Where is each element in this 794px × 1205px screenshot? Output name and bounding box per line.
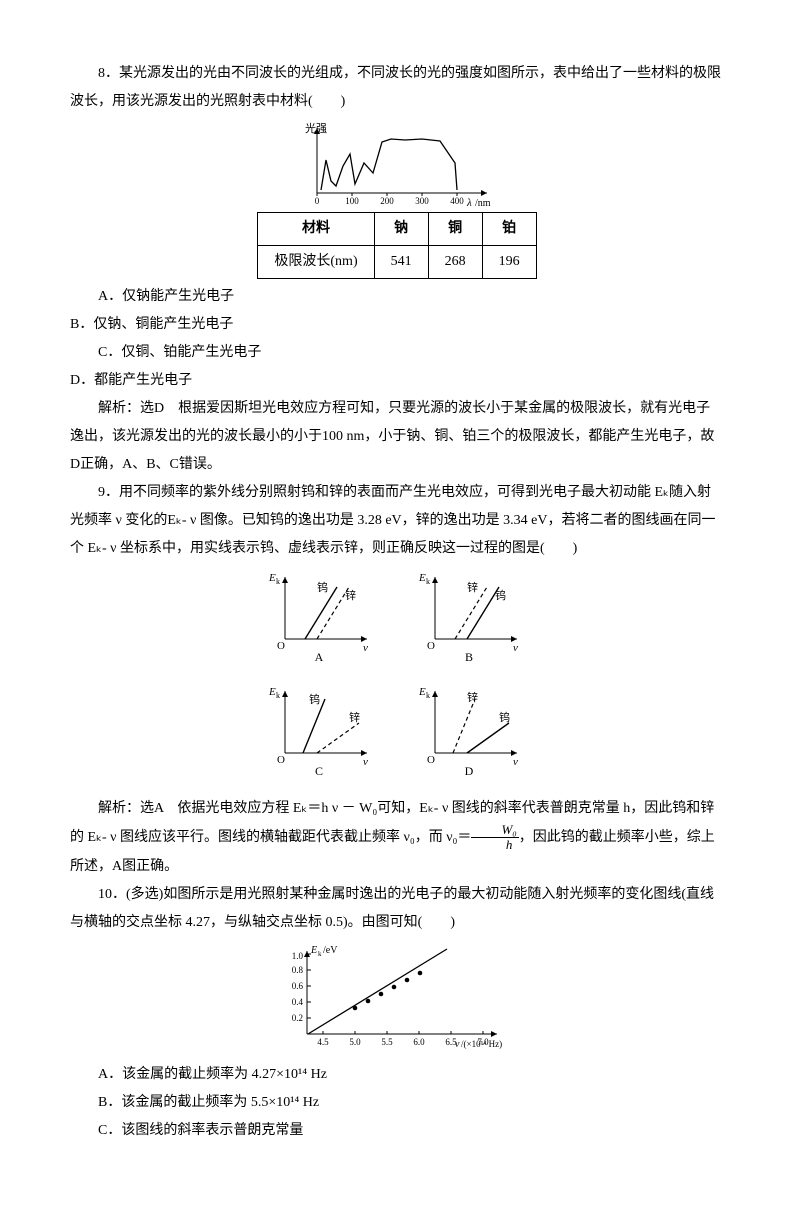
q9-graphA: Ek ν O 钨 锌 A [267, 567, 377, 666]
svg-text:O: O [277, 640, 285, 652]
svg-text:钨: 钨 [309, 693, 320, 706]
q10-chart: Ek/eV ν/(×10¹⁴ Hz) 0.2 0.4 0.6 0.8 1.0 4… [70, 939, 724, 1059]
svg-text:0.4: 0.4 [292, 997, 304, 1007]
svg-text:0.6: 0.6 [292, 981, 304, 991]
svg-text:0.8: 0.8 [292, 965, 304, 975]
svg-text:D: D [464, 764, 473, 778]
q8-opts-ab: A．仅钠能产生光电子B．仅钠、铜能产生光电子 [70, 283, 724, 339]
svg-text:锌: 锌 [345, 588, 356, 602]
svg-text:C: C [315, 764, 323, 778]
q8-stem: 8．某光源发出的光由不同波长的光组成，不同波长的光的强度如图所示，表中给出了一些… [70, 60, 724, 116]
svg-text:O: O [427, 754, 435, 766]
q8-spectrum: 光强 λ/nm 0 100 200 300 400 [70, 118, 724, 208]
svg-text:O: O [277, 754, 285, 766]
svg-text:5.0: 5.0 [349, 1037, 361, 1047]
svg-text:100: 100 [345, 196, 359, 206]
svg-text:400: 400 [450, 196, 464, 206]
q8-exp: 解析：选D 根据爱因斯坦光电效应方程可知，只要光源的波长小于某金属的极限波长，就… [70, 395, 724, 479]
svg-text:k: k [318, 950, 322, 958]
svg-text:E: E [268, 572, 276, 584]
q8-optB: B．仅钠、铜能产生光电子 [70, 311, 384, 339]
svg-text:300: 300 [415, 196, 429, 206]
svg-text:锌: 锌 [349, 710, 360, 724]
q9-graphC: Ek ν O 钨 锌 C [267, 681, 377, 780]
svg-text:k: k [276, 691, 280, 700]
svg-text:4.5: 4.5 [317, 1037, 329, 1047]
svg-text:钨: 钨 [495, 589, 506, 602]
q9-graphB: Ek ν O 锌 钨 B [417, 567, 527, 666]
svg-text:E: E [418, 686, 426, 698]
svg-text:O: O [427, 640, 435, 652]
svg-text:k: k [426, 577, 430, 586]
svg-text:/eV: /eV [323, 945, 338, 956]
svg-text:ν: ν [363, 756, 368, 768]
svg-text:k: k [426, 691, 430, 700]
svg-text:1.0: 1.0 [292, 951, 304, 961]
svg-text:λ: λ [466, 197, 472, 208]
svg-text:6.5: 6.5 [445, 1037, 457, 1047]
xticks: 0 100 200 300 400 [315, 193, 465, 206]
svg-text:ν: ν [513, 642, 518, 654]
svg-text:5.5: 5.5 [381, 1037, 393, 1047]
ylabel: 光强 [305, 121, 327, 135]
svg-text:200: 200 [380, 196, 394, 206]
svg-text:钨: 钨 [499, 711, 510, 724]
svg-text:锌: 锌 [467, 580, 478, 594]
svg-text:钨: 钨 [317, 581, 328, 594]
q9-graphD: Ek ν O 锌 钨 D [417, 681, 527, 780]
yticks: 0.2 0.4 0.6 0.8 1.0 [292, 951, 311, 1023]
svg-text:7.0: 7.0 [477, 1037, 489, 1047]
q8-optA: A．仅钠能产生光电子 [98, 283, 412, 311]
q8-table: 材料钠铜铂 极限波长(nm)541268196 [257, 212, 536, 279]
q8-optC: C．仅铜、铂能产生光电子 [98, 339, 412, 367]
svg-text:B: B [465, 650, 473, 664]
q9-graphs-row2: Ek ν O 钨 锌 C Ek ν O 锌 钨 D [70, 681, 724, 791]
svg-text:ν: ν [513, 756, 518, 768]
svg-text:锌: 锌 [467, 690, 478, 704]
svg-text:E: E [310, 945, 317, 956]
svg-text:0: 0 [315, 196, 320, 206]
q8-optD: D．都能产生光电子 [70, 367, 384, 395]
q9-stem: 9．用不同频率的紫外线分别照射钨和锌的表面而产生光电效应，可得到光电子最大初动能… [70, 479, 724, 563]
svg-text:E: E [268, 686, 276, 698]
q8-opts-cd: C．仅铜、铂能产生光电子D．都能产生光电子 [70, 339, 724, 395]
q9-exp: 解析：选A 依据光电效应方程 Eₖ＝h ν － W₀可知，Eₖ- ν 图线的斜率… [70, 795, 724, 881]
q10-optC: C．该图线的斜率表示普朗克常量 [70, 1117, 724, 1145]
q10-optA: A．该金属的截止频率为 4.27×10¹⁴ Hz [70, 1061, 724, 1089]
svg-text:ν: ν [363, 642, 368, 654]
svg-text:E: E [418, 572, 426, 584]
q9-graphs-row1: Ek ν O 钨 锌 A Ek ν O 锌 钨 B [70, 567, 724, 677]
svg-text:k: k [276, 577, 280, 586]
data-points [353, 970, 423, 1010]
svg-text:6.0: 6.0 [413, 1037, 425, 1047]
svg-text:/nm: /nm [475, 198, 491, 208]
svg-text:0.2: 0.2 [292, 1013, 303, 1023]
q10-optB: B．该金属的截止频率为 5.5×10¹⁴ Hz [70, 1089, 724, 1117]
q10-stem: 10．(多选)如图所示是用光照射某种金属时逸出的光电子的最大初动能随入射光频率的… [70, 881, 724, 937]
svg-text:A: A [315, 650, 324, 664]
